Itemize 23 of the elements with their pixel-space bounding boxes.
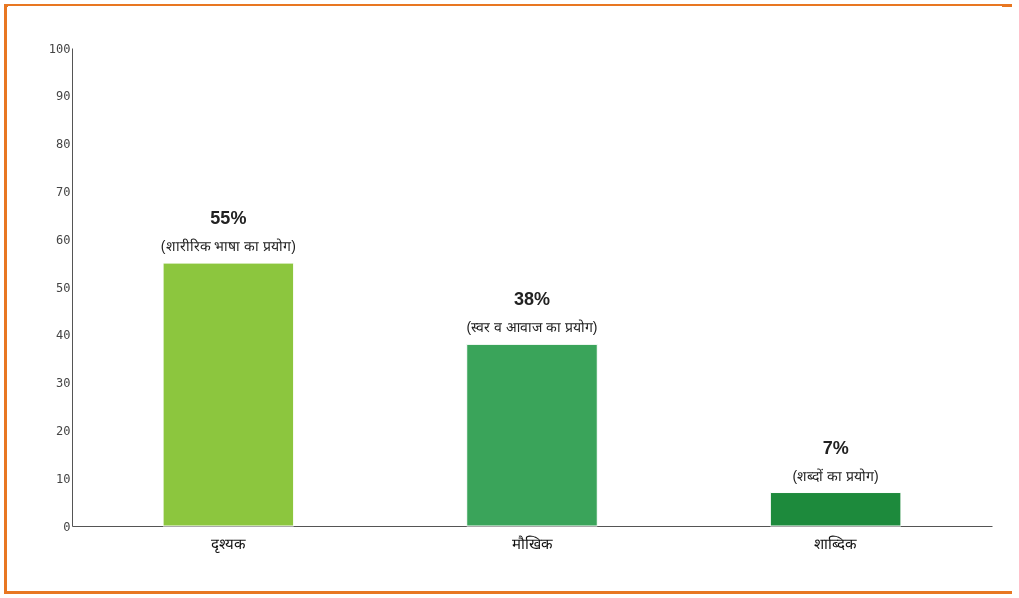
annotation: (स्वर व आवाज का प्रयोग)	[466, 319, 598, 336]
x-tick-label: मौखिक	[511, 534, 553, 552]
y-tick-label: 40	[56, 328, 71, 343]
y-tick-label: 60	[56, 232, 71, 247]
y-tick-label: 10	[56, 471, 71, 486]
bar	[466, 343, 598, 527]
x-tick-label: शाब्दिक	[814, 534, 858, 552]
bar	[769, 492, 902, 527]
bar	[162, 262, 295, 527]
y-tick-label: 100	[48, 41, 71, 56]
y-tick-label: 30	[56, 376, 71, 391]
data-label: 38%	[513, 289, 551, 310]
data-label: 55%	[210, 208, 247, 229]
y-tick-label: 50	[56, 280, 71, 295]
annotation: (शब्दों का प्रयोग)	[792, 467, 879, 484]
x-tick-label: दृश्यक	[210, 534, 246, 554]
annotation: (शारीरिक भाषा का प्रयोग)	[160, 238, 296, 255]
y-tick-label: 70	[56, 184, 71, 199]
y-tick-label: 80	[56, 137, 71, 152]
y-tick-label: 20	[56, 423, 71, 438]
data-label: 7%	[822, 437, 849, 458]
y-tick-label: 90	[56, 89, 71, 104]
y-tick-label: 0	[63, 519, 71, 534]
